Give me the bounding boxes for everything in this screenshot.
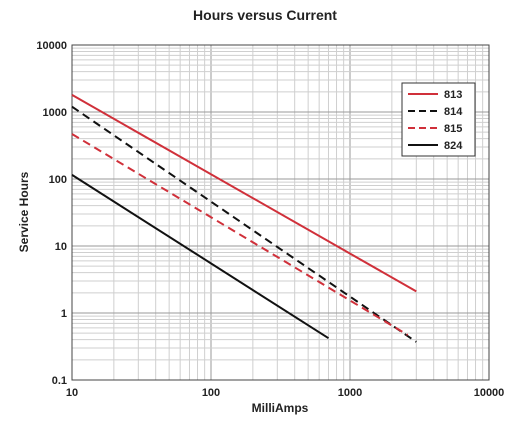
series-line-815 xyxy=(71,133,409,336)
legend: 813 814 815 824 xyxy=(401,82,476,157)
plot-frame xyxy=(71,44,490,381)
series-lines xyxy=(71,94,417,343)
y-tick-labels: 0.1 1 10 100 1000 10000 xyxy=(36,40,67,387)
y-tick-label: 10 xyxy=(55,241,67,253)
x-tick-label: 10000 xyxy=(474,387,505,399)
y-tick-label: 100 xyxy=(49,174,67,186)
legend-label-814: 814 xyxy=(444,106,463,118)
legend-label-813: 813 xyxy=(444,89,462,101)
x-axis-label: MilliAmps xyxy=(252,401,309,415)
x-tick-label: 10 xyxy=(66,387,78,399)
y-tick-label: 1 xyxy=(61,308,67,320)
x-tick-label: 1000 xyxy=(338,387,362,399)
y-tick-label: 1000 xyxy=(43,107,67,119)
legend-box xyxy=(401,82,476,157)
series-line-824 xyxy=(71,174,330,340)
series-line-813 xyxy=(71,94,417,293)
legend-label-815: 815 xyxy=(444,123,462,135)
chart-title: Hours versus Current xyxy=(193,7,337,23)
legend-label-824: 824 xyxy=(444,140,463,152)
series-line-814 xyxy=(71,105,417,343)
y-tick-label: 10000 xyxy=(36,40,67,52)
y-tick-label: 0.1 xyxy=(52,375,67,387)
y-axis-label: Service Hours xyxy=(17,171,31,252)
x-tick-labels: 10 100 1000 10000 xyxy=(66,387,504,399)
plot-grid xyxy=(72,45,489,380)
x-tick-label: 100 xyxy=(202,387,220,399)
